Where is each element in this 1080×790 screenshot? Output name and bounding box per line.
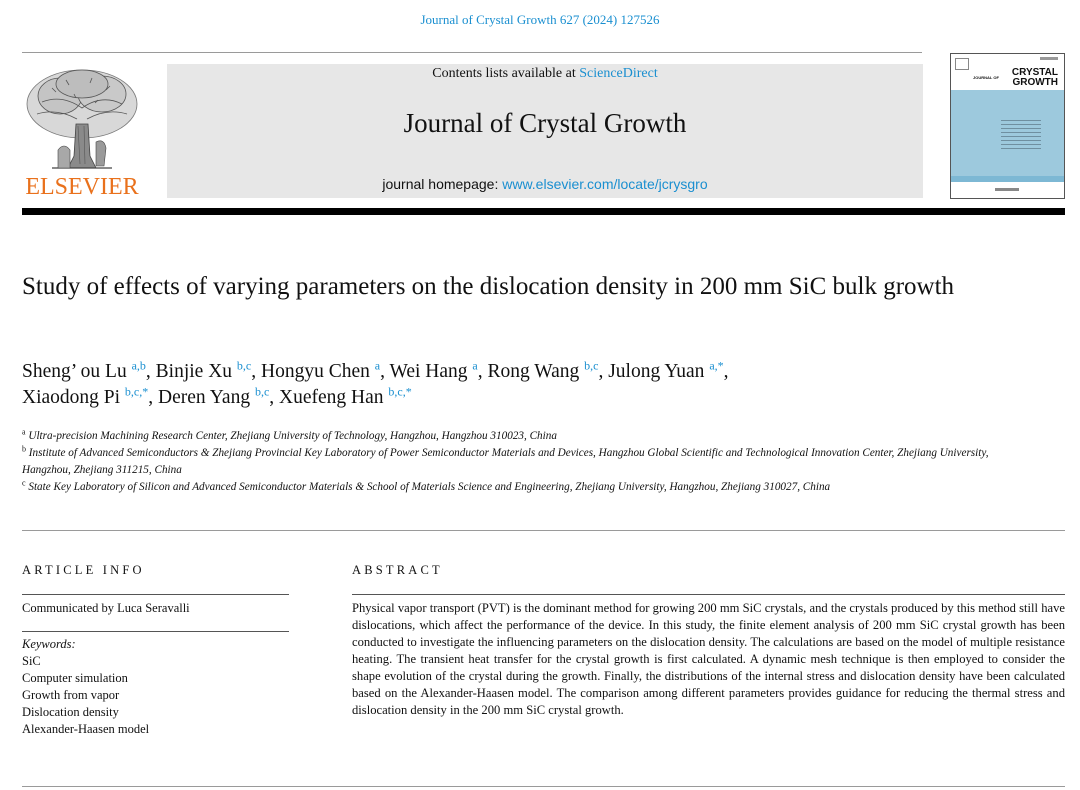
author[interactable]: Rong Wang b,c,: [487, 358, 609, 383]
keywords-label: Keywords:: [22, 637, 76, 651]
author-affiliation-marks[interactable]: a,*: [709, 358, 724, 373]
author[interactable]: Xiaodong Pi b,c,*,: [22, 384, 158, 409]
cover-body: [951, 90, 1064, 176]
cover-contents-lines: [1001, 120, 1041, 152]
affiliation-item: a Ultra-precision Machining Research Cen…: [22, 428, 1022, 445]
communicated-by: Communicated by Luca Seravalli: [22, 601, 190, 615]
section-divider: [22, 530, 1065, 531]
author[interactable]: Deren Yang b,c,: [158, 384, 280, 409]
affiliation-mark: b: [22, 444, 26, 454]
keyword: Dislocation density: [22, 705, 119, 719]
journal-cover-thumbnail[interactable]: JOURNAL OF CRYSTAL GROWTH: [950, 53, 1065, 199]
keyword: SiC: [22, 654, 41, 668]
affiliations: a Ultra-precision Machining Research Cen…: [22, 428, 1022, 496]
affiliation-item: b Institute of Advanced Semiconductors &…: [22, 445, 1022, 479]
journal-citation-link[interactable]: Journal of Crystal Growth 627 (2024) 127…: [420, 12, 660, 27]
author[interactable]: Binjie Xu b,c,: [155, 358, 261, 383]
cover-footer-mark: [995, 188, 1019, 191]
article-title: Study of effects of varying parameters o…: [22, 273, 955, 300]
cover-header: JOURNAL OF CRYSTAL GROWTH: [951, 54, 1064, 89]
homepage-prefix: journal homepage:: [382, 176, 503, 192]
article-info-heading: ARTICLE INFO: [22, 563, 145, 577]
affiliation-mark: a: [22, 427, 26, 437]
journal-homepage-link[interactable]: www.elsevier.com/locate/jcrysgro: [502, 176, 708, 192]
journal-title: Journal of Crystal Growth: [403, 108, 687, 138]
author[interactable]: Sheng’ ou Lu a,b,: [22, 358, 156, 383]
author[interactable]: Wei Hang a,: [389, 358, 488, 383]
abstract-heading: ABSTRACT: [352, 563, 443, 577]
contents-prefix: Contents lists available at: [432, 66, 580, 81]
contents-line: Contents lists available at ScienceDirec…: [167, 66, 923, 82]
keyword: Alexander-Haasen model: [22, 722, 150, 736]
elsevier-wordmark: ELSEVIER: [25, 174, 139, 200]
keywords-block: Keywords: SiC Computer simulation Growth…: [22, 636, 149, 738]
abstract-text: Physical vapor transport (PVT) is the do…: [352, 601, 1065, 717]
author-affiliation-marks[interactable]: b,c: [584, 358, 599, 373]
author-list: Sheng’ ou Lu a,b, Binjie Xu b,c, Hongyu …: [22, 359, 1022, 411]
author-affiliation-marks[interactable]: b,c: [236, 358, 252, 373]
article-info-rule: [22, 594, 289, 595]
author-affiliation-marks[interactable]: b,c,*: [124, 384, 149, 399]
cover-prefix: JOURNAL OF: [973, 75, 999, 80]
author[interactable]: Xuefeng Han b,c,*: [279, 384, 412, 409]
affiliation-text: Ultra-precision Machining Research Cente…: [28, 430, 557, 442]
cover-title-line2: GROWTH: [1012, 77, 1058, 88]
masthead-thick-rule: [22, 208, 1065, 215]
homepage-line: journal homepage: www.elsevier.com/locat…: [167, 176, 923, 192]
journal-masthead: Contents lists available at ScienceDirec…: [167, 64, 923, 198]
affiliation-text: State Key Laboratory of Silicon and Adva…: [28, 481, 831, 493]
author-affiliation-marks[interactable]: b,c: [254, 384, 270, 399]
author[interactable]: Julong Yuan a,*,: [608, 358, 729, 383]
author-affiliation-marks[interactable]: a,b: [131, 358, 146, 373]
author[interactable]: Hongyu Chen a,: [261, 358, 390, 383]
cover-title-line1: CRYSTAL: [1011, 67, 1058, 78]
keyword: Computer simulation: [22, 671, 128, 685]
header-divider: [22, 52, 922, 53]
sciencedirect-link[interactable]: ScienceDirect: [579, 66, 658, 81]
affiliation-item: c State Key Laboratory of Silicon and Ad…: [22, 479, 1022, 496]
author-affiliation-marks[interactable]: a: [374, 358, 381, 373]
author-affiliation-marks[interactable]: b,c,*: [388, 384, 412, 399]
keywords-rule: [22, 631, 289, 632]
keyword: Growth from vapor: [22, 688, 120, 702]
cover-issn-mark: [1040, 57, 1058, 60]
bottom-divider: [22, 786, 1065, 787]
affiliation-mark: c: [22, 478, 26, 488]
author-affiliation-marks[interactable]: a: [472, 358, 478, 373]
elsevier-logo[interactable]: ELSEVIER: [22, 64, 142, 200]
elsevier-tree-icon: [26, 69, 138, 169]
cover-title: CRYSTAL GROWTH: [1012, 68, 1058, 88]
affiliation-text: Institute of Advanced Semiconductors & Z…: [22, 447, 989, 476]
cover-band: [951, 176, 1064, 182]
abstract-rule: [352, 594, 1065, 595]
cover-publisher-mark: [955, 58, 969, 70]
